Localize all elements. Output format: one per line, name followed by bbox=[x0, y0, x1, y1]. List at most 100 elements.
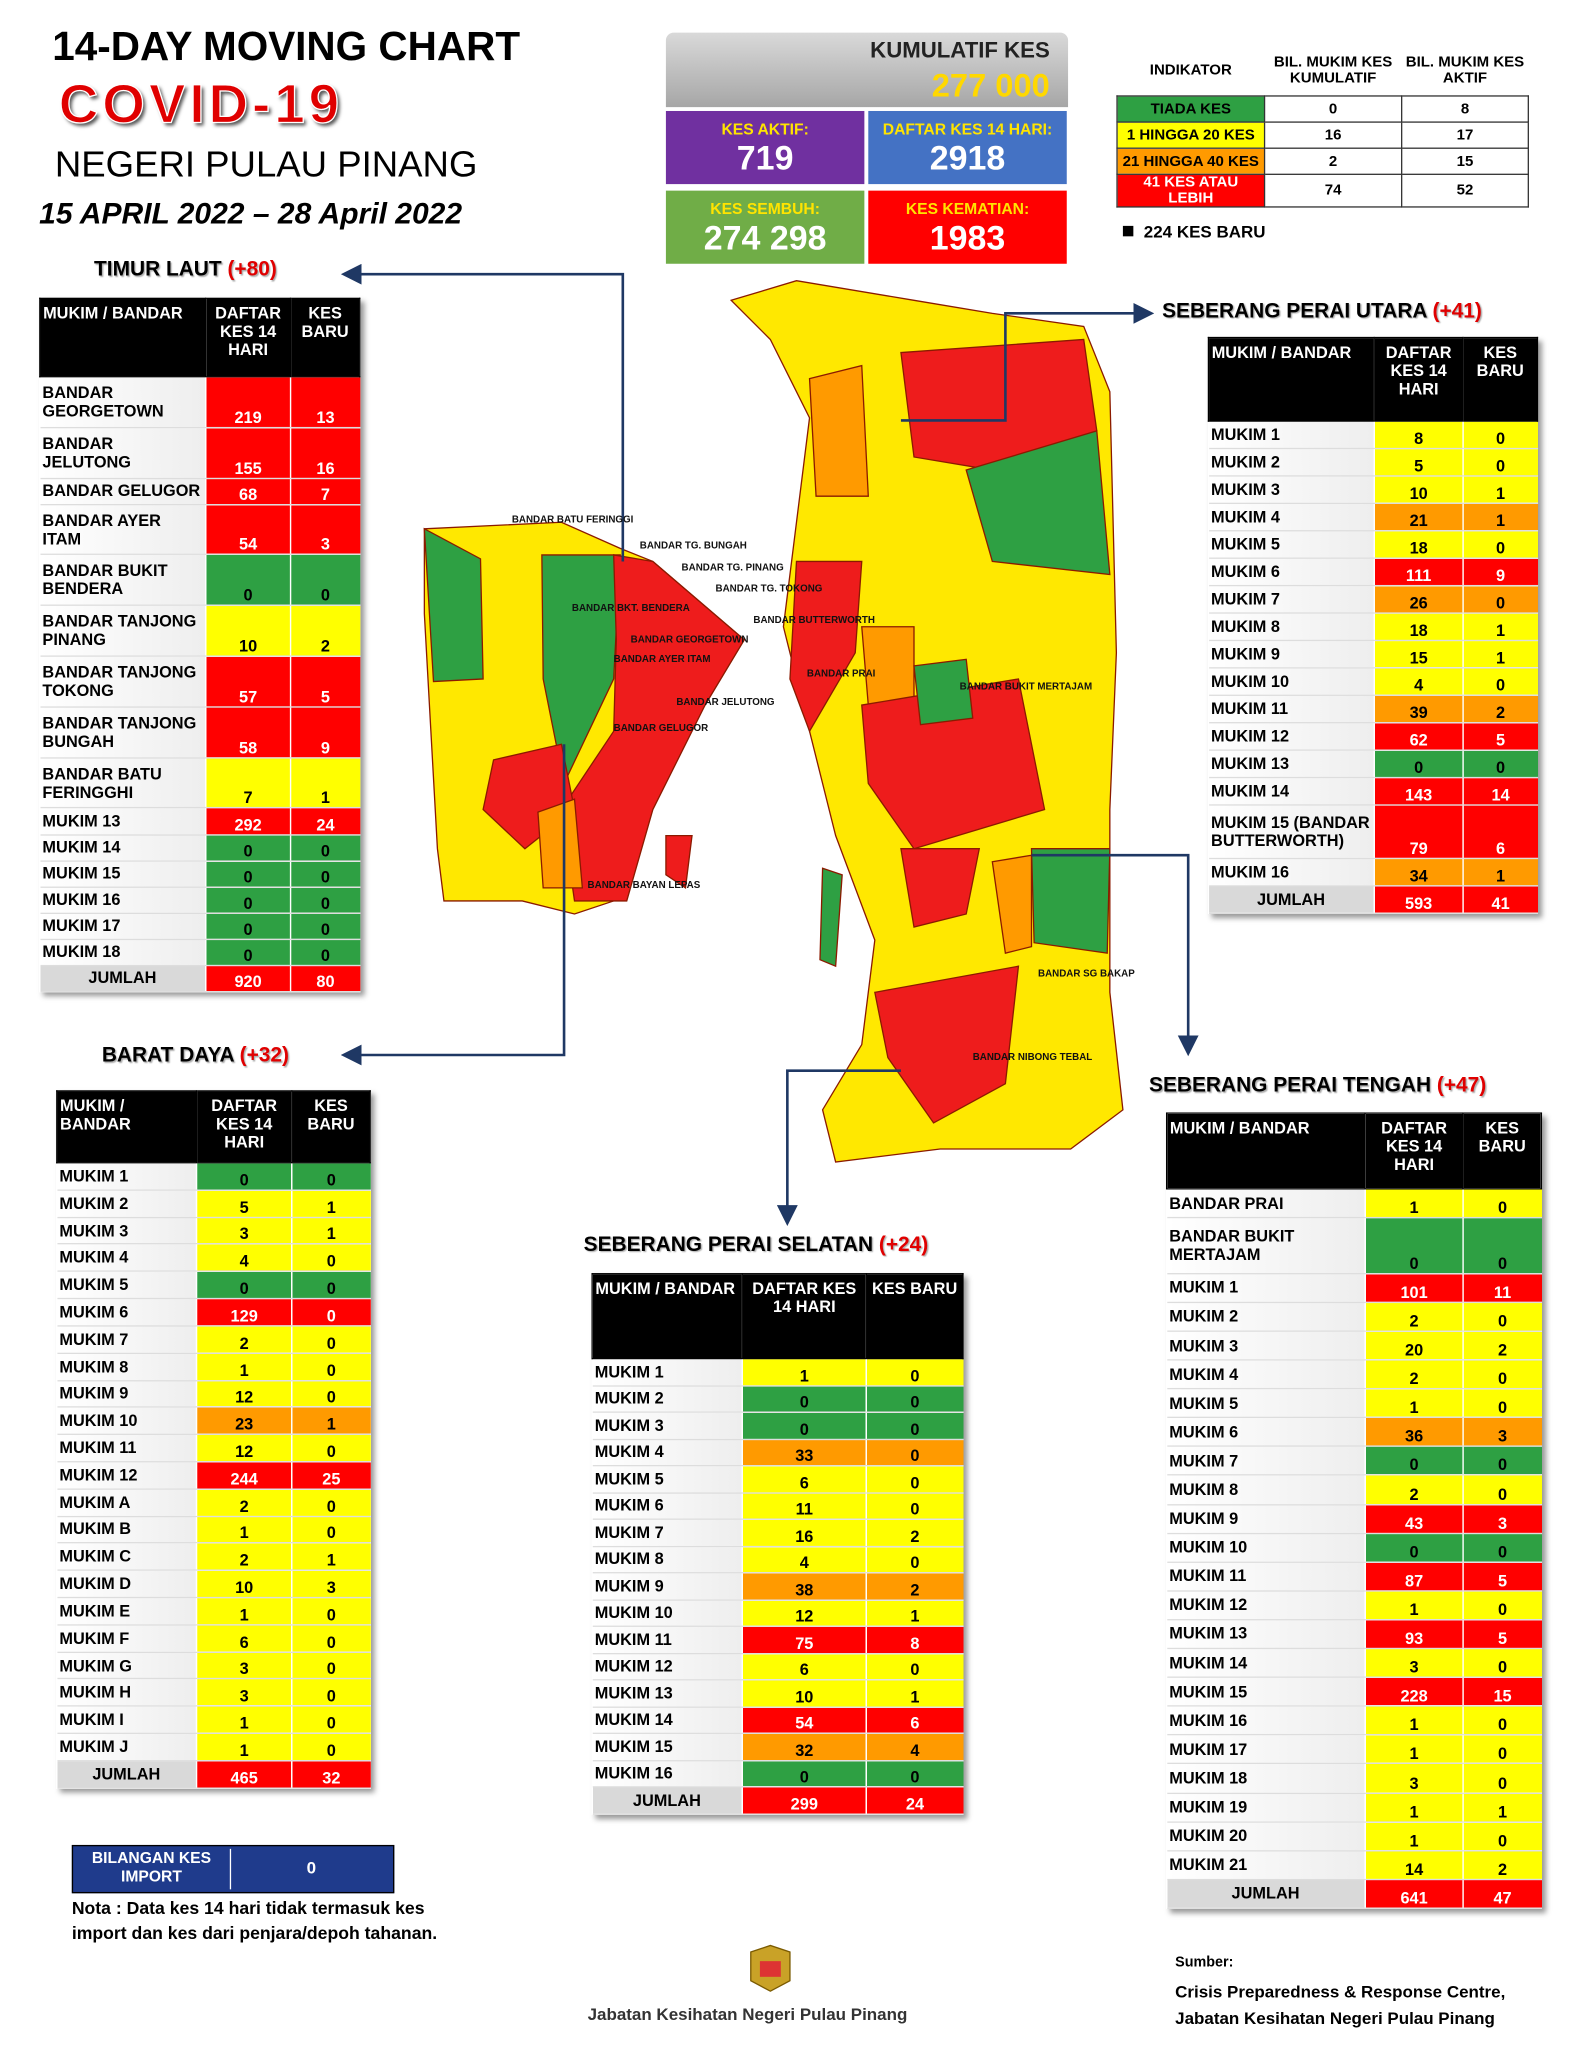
district-row: MUKIM 8 18 1 bbox=[1208, 613, 1538, 642]
active-count: 15 bbox=[1401, 147, 1529, 175]
cases-14-day: 1 bbox=[1364, 1188, 1464, 1219]
new-cases: 0 bbox=[291, 1325, 371, 1354]
total-row: JUMLAH 299 24 bbox=[592, 1787, 963, 1815]
new-cases: 1 bbox=[865, 1680, 963, 1708]
area-name: MUKIM C bbox=[56, 1543, 197, 1571]
area-name: BANDAR TANJONG TOKONG bbox=[39, 656, 206, 708]
total-new: 24 bbox=[865, 1787, 963, 1815]
district-row: MUKIM 16 1 0 bbox=[1166, 1706, 1542, 1736]
area-name: MUKIM 5 bbox=[592, 1465, 743, 1494]
cases-14-day: 68 bbox=[204, 478, 291, 505]
area-name: MUKIM 8 bbox=[592, 1546, 743, 1574]
column-header: MUKIM / BANDAR bbox=[1165, 1112, 1366, 1190]
cases-14-day: 18 bbox=[1373, 530, 1464, 559]
column-header: DAFTAR KES 14 HARI bbox=[1364, 1112, 1464, 1190]
district-row: MUKIM 18 0 0 bbox=[39, 939, 360, 966]
area-name: MUKIM 17 bbox=[39, 912, 206, 940]
cases-14-day: 0 bbox=[204, 912, 291, 940]
district-row: MUKIM 11 87 5 bbox=[1166, 1561, 1542, 1592]
active-count: 52 bbox=[1401, 173, 1529, 208]
area-name: MUKIM 10 bbox=[1166, 1533, 1366, 1563]
new-cases: 0 bbox=[291, 1352, 371, 1381]
new-cases: 2 bbox=[1462, 1331, 1542, 1361]
cases-14-day: 10 bbox=[204, 605, 291, 657]
summary-tile: KES AKTIF: 719 bbox=[665, 110, 865, 185]
district-row: MUKIM 10 4 0 bbox=[1208, 668, 1538, 697]
new-cases: 1 bbox=[1462, 858, 1538, 887]
cases-14-day: 54 bbox=[204, 504, 291, 556]
new-cases: 3 bbox=[1462, 1504, 1542, 1534]
import-label: BILANGAN KES IMPORT bbox=[73, 1848, 232, 1890]
district-row: MUKIM 9 38 2 bbox=[592, 1572, 963, 1601]
total-row: JUMLAH 920 80 bbox=[39, 965, 360, 993]
area-name: BANDAR PRAI bbox=[1166, 1188, 1366, 1219]
new-cases: 0 bbox=[865, 1465, 963, 1494]
cases-14-day: 0 bbox=[1364, 1217, 1464, 1275]
total-14-day: 920 bbox=[204, 965, 291, 993]
area-name: MUKIM 7 bbox=[1166, 1446, 1366, 1477]
new-cases: 1 bbox=[1462, 640, 1538, 669]
area-name: MUKIM 1 bbox=[1166, 1273, 1366, 1303]
area-name: MUKIM 6 bbox=[1208, 558, 1375, 587]
map-label: BANDAR NIBONG TEBAL bbox=[973, 1052, 1093, 1063]
district-row: MUKIM 14 143 14 bbox=[1208, 777, 1538, 806]
area-name: MUKIM 12 bbox=[1208, 722, 1375, 752]
map-label: BANDAR SG BAKAP bbox=[1038, 969, 1135, 980]
title: 14-DAY MOVING CHART bbox=[52, 23, 521, 70]
area-name: MUKIM 11 bbox=[1166, 1561, 1366, 1592]
tile-label: KES KEMATIAN: bbox=[905, 199, 1030, 219]
area-name: MUKIM 16 bbox=[1166, 1706, 1366, 1736]
area-name: MUKIM 8 bbox=[1208, 613, 1375, 642]
area-name: MUKIM 13 bbox=[1208, 750, 1375, 779]
new-cases: 0 bbox=[1462, 1188, 1542, 1219]
new-cases: 0 bbox=[291, 1733, 371, 1762]
area-name: MUKIM 16 bbox=[39, 886, 206, 914]
map-label: BANDAR BKT. BENDERA bbox=[572, 603, 690, 614]
district-row: MUKIM 10 0 0 bbox=[1166, 1533, 1542, 1563]
new-cases: 224 KES BARU bbox=[1143, 221, 1266, 242]
cases-14-day: 111 bbox=[1373, 558, 1464, 587]
source: Crisis Preparedness & Response Centre, J… bbox=[1175, 1982, 1506, 2028]
cases-14-day: 1 bbox=[195, 1706, 292, 1735]
new-cases: 8 bbox=[865, 1626, 963, 1654]
area-name: MUKIM 15 bbox=[1166, 1677, 1366, 1707]
district-row: MUKIM 9 12 0 bbox=[56, 1380, 371, 1408]
cases-14-day: 0 bbox=[1364, 1533, 1464, 1563]
summary-tile: KES SEMBUH: 274 298 bbox=[665, 190, 865, 264]
district-row: MUKIM 6 111 9 bbox=[1208, 558, 1538, 587]
cases-14-day: 12 bbox=[741, 1599, 867, 1628]
district-title: BARAT DAYA (+32) bbox=[102, 1045, 289, 1069]
area-name: MUKIM 15 bbox=[39, 860, 206, 888]
cumulative-value: 277 000 bbox=[931, 67, 1050, 105]
cases-14-day: 32 bbox=[741, 1733, 867, 1762]
column-header: DAFTAR KES 14 HARI bbox=[204, 297, 292, 378]
district-change: (+47) bbox=[1436, 1074, 1487, 1097]
area-name: MUKIM 4 bbox=[1208, 503, 1375, 532]
cases-14-day: 0 bbox=[204, 886, 291, 914]
area-name: MUKIM 2 bbox=[592, 1385, 743, 1413]
district-row: MUKIM 12 244 25 bbox=[56, 1461, 371, 1490]
map-label: BANDAR BUTTERWORTH bbox=[753, 615, 875, 626]
area-name: MUKIM 2 bbox=[56, 1189, 197, 1218]
map-label: BANDAR BAYAN LEPAS bbox=[588, 880, 701, 891]
cases-14-day: 219 bbox=[204, 376, 291, 429]
district-row: MUKIM 9 15 1 bbox=[1208, 640, 1538, 669]
cases-14-day: 1 bbox=[1364, 1821, 1464, 1852]
new-cases: 7 bbox=[289, 478, 360, 505]
district-row: BANDAR BUKIT MERTAJAM 0 0 bbox=[1166, 1217, 1542, 1275]
area-name: MUKIM 5 bbox=[1208, 530, 1375, 559]
new-cases: 2 bbox=[865, 1519, 963, 1547]
indicator-label: 21 HINGGA 40 KES bbox=[1116, 147, 1266, 175]
area-name: MUKIM 18 bbox=[39, 939, 206, 966]
tile-label: DAFTAR KES 14 HARI: bbox=[882, 120, 1053, 139]
cases-14-day: 0 bbox=[741, 1385, 867, 1413]
active-count: 17 bbox=[1401, 121, 1529, 149]
new-cases: 0 bbox=[1462, 1302, 1542, 1332]
district-table: MUKIM / BANDAR DAFTAR KES 14 HARI KES BARU… bbox=[591, 1273, 964, 1815]
new-cases: 0 bbox=[1462, 1360, 1542, 1390]
